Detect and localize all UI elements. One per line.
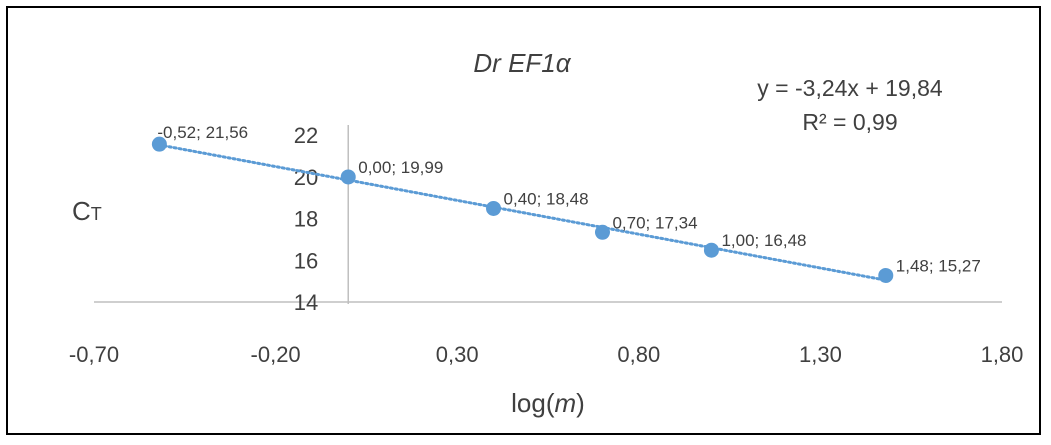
data-label: 0,00; 19,99 (358, 158, 443, 177)
data-point (703, 242, 719, 258)
x-tick-label: -0,70 (69, 342, 119, 367)
data-label: 1,00; 16,48 (721, 231, 806, 250)
x-tick-label: 1,80 (981, 342, 1024, 367)
x-tick-label: 1,30 (799, 342, 842, 367)
y-tick-label: 16 (294, 248, 318, 273)
y-tick-label: 18 (294, 207, 318, 232)
trendline-equation: y = -3,24x + 19,84 (757, 75, 943, 101)
chart-title: Dr EF1α (473, 48, 571, 78)
data-point (151, 136, 167, 152)
x-axis-title: log(m) (511, 388, 585, 418)
data-point (594, 224, 610, 240)
x-tick-label: 0,30 (436, 342, 479, 367)
data-label: 0,40; 18,48 (504, 189, 589, 208)
data-point (878, 267, 894, 283)
x-tick-label: 0,80 (617, 342, 660, 367)
x-tick-label: -0,20 (251, 342, 301, 367)
data-point (340, 169, 356, 185)
data-point (486, 200, 502, 216)
y-tick-label: 22 (294, 123, 318, 148)
y-tick-label: 20 (294, 165, 318, 190)
r-squared-label: R² = 0,99 (802, 109, 897, 135)
y-tick-label: 14 (294, 290, 318, 315)
data-label: 0,70; 17,34 (612, 213, 697, 232)
chart-area (6, 6, 1041, 435)
y-axis-title: CT (72, 196, 102, 226)
trendline (157, 143, 888, 282)
data-label: 1,48; 15,27 (896, 256, 981, 275)
data-label: -0,52; 21,56 (157, 123, 248, 142)
